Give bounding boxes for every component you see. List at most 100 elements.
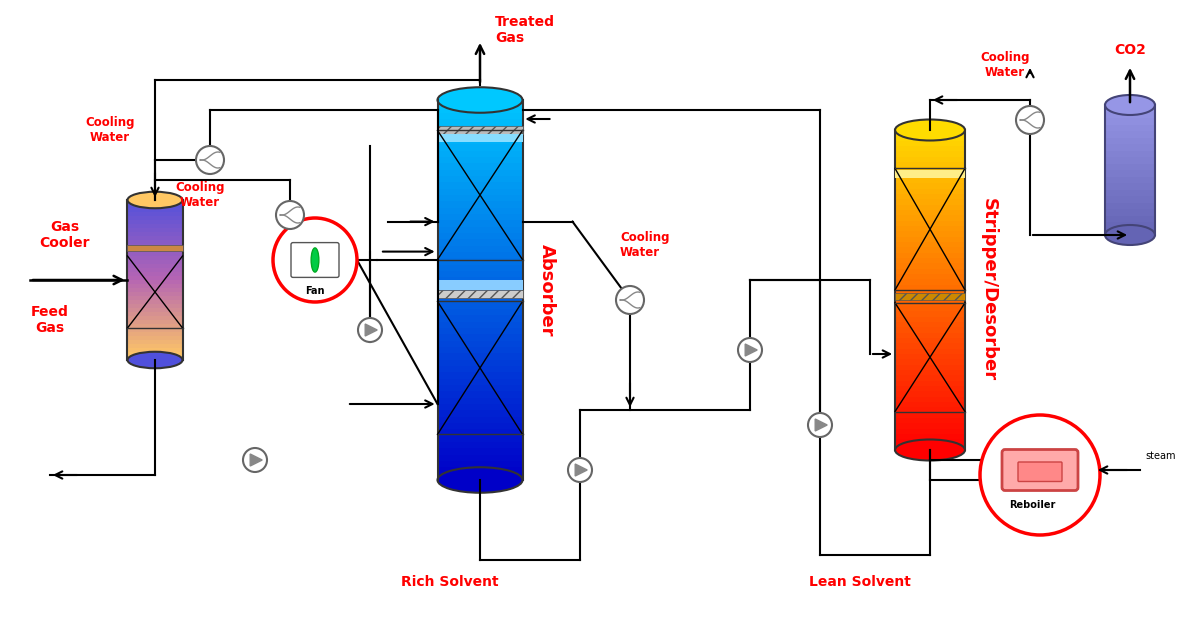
Bar (438, 302, 522, 309)
Text: Fan: Fan (305, 286, 325, 296)
Bar (127, 220, 182, 224)
Bar (438, 385, 522, 391)
Bar (127, 284, 182, 288)
Bar (127, 296, 182, 300)
Bar (895, 317, 965, 322)
Bar (127, 260, 182, 264)
Bar (1105, 157, 1154, 164)
Bar (438, 284, 522, 290)
Text: Cooling
Water: Cooling Water (620, 231, 670, 259)
Bar (438, 233, 522, 239)
Bar (438, 144, 522, 151)
Bar (438, 404, 522, 410)
Bar (438, 176, 522, 182)
Bar (438, 157, 522, 163)
Bar (438, 296, 522, 302)
Bar (438, 474, 522, 480)
Bar (127, 252, 182, 256)
Text: Cooling
Water: Cooling Water (980, 51, 1030, 79)
Ellipse shape (438, 87, 522, 113)
Text: Reboiler: Reboiler (1009, 500, 1055, 510)
Ellipse shape (127, 192, 182, 209)
Bar (438, 461, 522, 467)
Bar (438, 227, 522, 233)
Bar (895, 428, 965, 434)
Bar (438, 119, 522, 125)
Bar (127, 316, 182, 320)
Bar (895, 183, 965, 188)
Bar (895, 290, 965, 295)
Text: Stripper/Desorber: Stripper/Desorber (980, 198, 998, 382)
Bar (127, 204, 182, 208)
Bar (127, 300, 182, 304)
Bar (438, 169, 522, 176)
Bar (127, 288, 182, 292)
Bar (1105, 202, 1154, 209)
Bar (438, 429, 522, 436)
Polygon shape (745, 344, 757, 356)
Ellipse shape (311, 248, 319, 272)
Bar (438, 442, 522, 449)
Polygon shape (575, 464, 587, 476)
Bar (438, 134, 522, 142)
Polygon shape (250, 454, 262, 466)
Bar (895, 157, 965, 162)
Bar (127, 200, 182, 204)
Bar (127, 264, 182, 268)
Circle shape (242, 448, 266, 472)
Ellipse shape (1105, 95, 1154, 115)
Bar (438, 258, 522, 265)
Bar (438, 127, 522, 134)
Bar (895, 248, 965, 253)
Bar (127, 228, 182, 232)
Bar (438, 290, 522, 298)
Bar (438, 341, 522, 347)
Bar (895, 418, 965, 423)
Bar (895, 423, 965, 428)
Bar (895, 397, 965, 402)
Bar (438, 410, 522, 416)
Bar (127, 336, 182, 340)
Bar (127, 248, 182, 252)
Bar (438, 423, 522, 429)
Bar (1105, 105, 1154, 112)
Circle shape (980, 415, 1100, 535)
Bar (127, 348, 182, 352)
Bar (438, 347, 522, 353)
Text: Cooling
Water: Cooling Water (85, 116, 134, 144)
Bar (895, 178, 965, 183)
Bar (895, 205, 965, 210)
Polygon shape (365, 324, 377, 336)
Bar (895, 434, 965, 439)
Bar (127, 232, 182, 236)
Bar (1105, 118, 1154, 125)
Ellipse shape (1105, 225, 1154, 245)
Bar (895, 274, 965, 279)
Circle shape (358, 318, 382, 342)
Bar (438, 353, 522, 360)
Bar (438, 113, 522, 119)
Bar (895, 413, 965, 418)
Bar (438, 208, 522, 214)
Bar (127, 276, 182, 280)
Bar (127, 208, 182, 212)
Bar (895, 130, 965, 135)
Bar (895, 445, 965, 450)
Bar (127, 340, 182, 344)
Bar (895, 333, 965, 338)
Bar (895, 328, 965, 333)
Bar (1105, 170, 1154, 176)
FancyBboxPatch shape (1018, 462, 1062, 481)
Bar (438, 436, 522, 442)
Bar (1105, 222, 1154, 229)
Ellipse shape (127, 352, 182, 369)
Bar (895, 322, 965, 328)
Bar (127, 212, 182, 216)
Bar (895, 215, 965, 220)
Bar (895, 151, 965, 157)
Bar (1105, 176, 1154, 183)
Bar (895, 285, 965, 290)
Bar (438, 239, 522, 246)
Bar (895, 439, 965, 445)
Bar (438, 125, 522, 132)
